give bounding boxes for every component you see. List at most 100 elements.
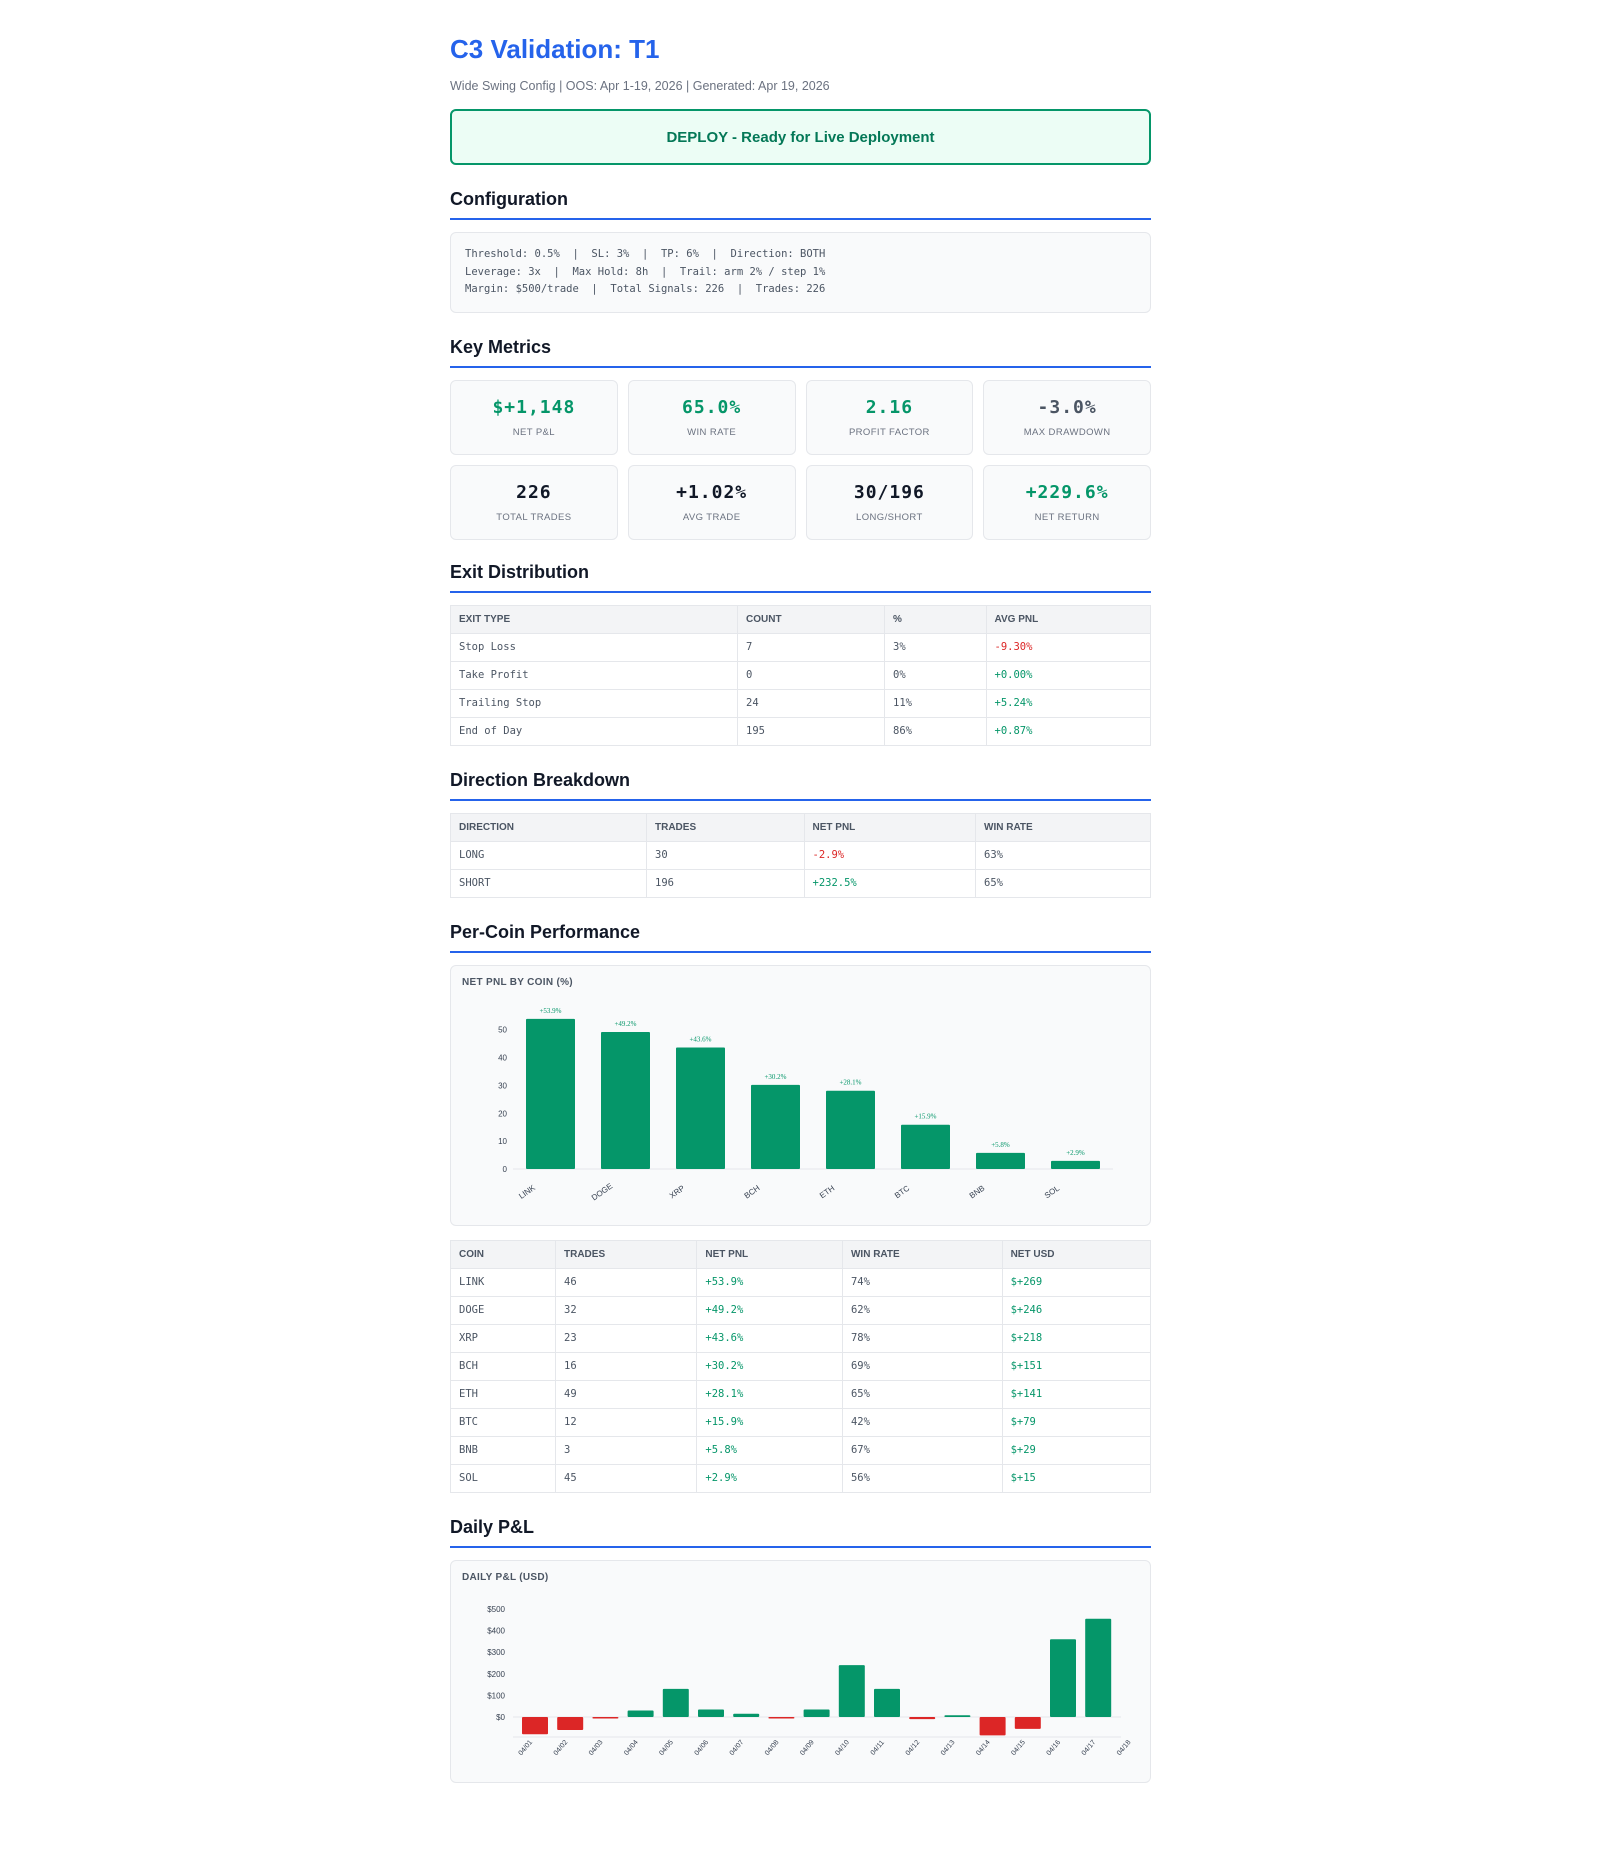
table-cell: Trailing Stop bbox=[450, 688, 738, 718]
table-row: Take Profit 0 0% +0.00% bbox=[450, 660, 1151, 690]
bar-xrp bbox=[676, 1047, 725, 1169]
x-tick-label: SOL bbox=[1043, 1183, 1062, 1200]
table-cell: 42% bbox=[841, 1407, 1003, 1437]
table-cell: $+246 bbox=[1001, 1295, 1152, 1325]
metric-label: TOTAL TRADES bbox=[496, 511, 572, 523]
exit-distribution-table: EXIT TYPE COUNT% AVG PNL Stop Loss 7 3% -9.30%… bbox=[450, 604, 1151, 746]
daily-bar bbox=[979, 1716, 1006, 1735]
table-cell: 24 bbox=[737, 688, 885, 718]
daily-chart-title: DAILY P&L (USD) bbox=[462, 1571, 549, 1583]
column-header: NET USD bbox=[1001, 1239, 1152, 1269]
table-cell: $+15 bbox=[1001, 1463, 1152, 1493]
table-cell: $+151 bbox=[1001, 1351, 1152, 1381]
column-header: DIRECTION bbox=[450, 812, 647, 842]
config-line: Leverage: 3x | Max Hold: 8h | Trail: arm… bbox=[465, 265, 826, 278]
metric-label: LONG/SHORT bbox=[856, 511, 923, 523]
daily-bar bbox=[592, 1716, 619, 1718]
y-tick-label: 0 bbox=[503, 1165, 508, 1174]
bar-doge bbox=[601, 1031, 650, 1169]
per-coin-table: COIN TRADES NET PNL WIN RATE NET USD LINK 46 +5… bbox=[450, 1239, 1152, 1493]
table-cell: $+29 bbox=[1001, 1435, 1152, 1465]
column-header: NET PNL bbox=[803, 812, 976, 842]
table-cell: 11% bbox=[884, 688, 987, 718]
metric-label: MAX DRAWDOWN bbox=[1023, 426, 1111, 438]
table-cell: 49 bbox=[554, 1379, 698, 1409]
table-row: BCH 16 +30.2% 69% $+151 bbox=[450, 1351, 1152, 1381]
table-row: Stop Loss 7 3% -9.30% bbox=[450, 632, 1151, 662]
table-cell: 62% bbox=[841, 1295, 1003, 1325]
y-tick-label: $300 bbox=[487, 1648, 505, 1657]
table-cell: 78% bbox=[841, 1323, 1003, 1353]
table-row: SHORT 196 +232.5% 65% bbox=[450, 868, 1151, 898]
data-label: +15.9% bbox=[914, 1112, 936, 1120]
table-cell: 3 bbox=[554, 1435, 698, 1465]
metric-card: 226 TOTAL TRADES bbox=[450, 464, 618, 540]
y-tick-label: $100 bbox=[487, 1691, 505, 1700]
daily-bar bbox=[733, 1713, 760, 1717]
x-tick-label: 04/14 bbox=[975, 1739, 992, 1757]
table-cell: -9.30% bbox=[985, 632, 1151, 662]
table-row: DOGE 32 +49.2% 62% $+246 bbox=[450, 1295, 1152, 1325]
table-cell: +5.8% bbox=[696, 1435, 843, 1465]
column-header: % bbox=[884, 604, 987, 634]
y-tick-label: 40 bbox=[498, 1053, 507, 1062]
section-title-daily-pnl: Daily P&L bbox=[450, 1517, 1151, 1548]
data-label: +5.8% bbox=[991, 1140, 1010, 1148]
x-tick-label: LINK bbox=[517, 1182, 537, 1200]
table-cell: ETH bbox=[450, 1379, 556, 1409]
table-row: ETH 49 +28.1% 65% $+141 bbox=[450, 1379, 1152, 1409]
metric-card: 30/196 LONG/SHORT bbox=[805, 464, 974, 540]
section-title-exit-distribution: Exit Distribution bbox=[450, 562, 1151, 593]
metric-value: +1.02% bbox=[676, 481, 748, 503]
table-cell: 65% bbox=[841, 1379, 1003, 1409]
daily-bar bbox=[1014, 1716, 1041, 1729]
table-cell: +30.2% bbox=[696, 1351, 843, 1381]
x-tick-label: 04/18 bbox=[1116, 1739, 1133, 1757]
table-cell: +2.9% bbox=[696, 1463, 843, 1493]
table-cell: 23 bbox=[554, 1323, 698, 1353]
x-tick-label: BCH bbox=[743, 1183, 762, 1200]
bar-bch bbox=[751, 1084, 800, 1169]
daily-bar bbox=[909, 1716, 936, 1719]
data-label: +28.1% bbox=[839, 1078, 861, 1086]
metric-value: +229.6% bbox=[1025, 481, 1109, 503]
daily-bar bbox=[522, 1716, 548, 1734]
metric-value: $+1,148 bbox=[492, 396, 576, 418]
x-tick-label: 04/06 bbox=[694, 1739, 711, 1757]
y-tick-label: $0 bbox=[496, 1713, 505, 1722]
y-tick-label: $500 bbox=[487, 1605, 505, 1614]
metric-label: WIN RATE bbox=[687, 426, 737, 438]
table-cell: BNB bbox=[450, 1435, 556, 1465]
table-cell: 195 bbox=[737, 716, 885, 746]
y-tick-label: $200 bbox=[487, 1669, 505, 1678]
x-tick-label: ETH bbox=[818, 1183, 836, 1200]
x-tick-label: 04/08 bbox=[764, 1739, 781, 1757]
table-row: SOL 45 +2.9% 56% $+15 bbox=[450, 1463, 1152, 1493]
column-header: NET PNL bbox=[696, 1239, 843, 1269]
table-cell: +0.00% bbox=[985, 660, 1151, 690]
table-cell: 67% bbox=[841, 1435, 1003, 1465]
bar-sol bbox=[1051, 1160, 1100, 1169]
table-cell: 3% bbox=[884, 632, 987, 662]
daily-pnl-chart: $0 $100 $200 $300 $400 $500 04/01 04/02 04/03 04/… bbox=[487, 1605, 1133, 1757]
section-title-per-coin: Per-Coin Performance bbox=[450, 922, 1151, 953]
daily-bar bbox=[1085, 1618, 1112, 1717]
table-cell: LONG bbox=[450, 840, 647, 870]
table-cell: Take Profit bbox=[450, 660, 738, 690]
daily-bar bbox=[698, 1708, 724, 1717]
table-cell: -2.9% bbox=[803, 840, 976, 870]
table-cell: 0 bbox=[737, 660, 885, 690]
table-cell: 74% bbox=[841, 1267, 1003, 1297]
daily-bar bbox=[803, 1708, 830, 1717]
table-cell: +5.24% bbox=[985, 688, 1151, 718]
table-cell: SHORT bbox=[450, 868, 647, 898]
table-cell: Stop Loss bbox=[450, 632, 738, 662]
x-tick-label: 04/09 bbox=[799, 1739, 816, 1757]
x-tick-label: 04/05 bbox=[658, 1739, 675, 1757]
metric-value: 2.16 bbox=[865, 396, 914, 418]
table-cell: XRP bbox=[450, 1323, 556, 1353]
table-cell: End of Day bbox=[450, 716, 738, 746]
metrics-grid: $+1,148 NET P&L 65.0% WIN RATE 2.16 PROFIT FA… bbox=[450, 379, 1151, 540]
table-cell: 16 bbox=[554, 1351, 698, 1381]
section-title-configuration: Configuration bbox=[450, 189, 1151, 220]
